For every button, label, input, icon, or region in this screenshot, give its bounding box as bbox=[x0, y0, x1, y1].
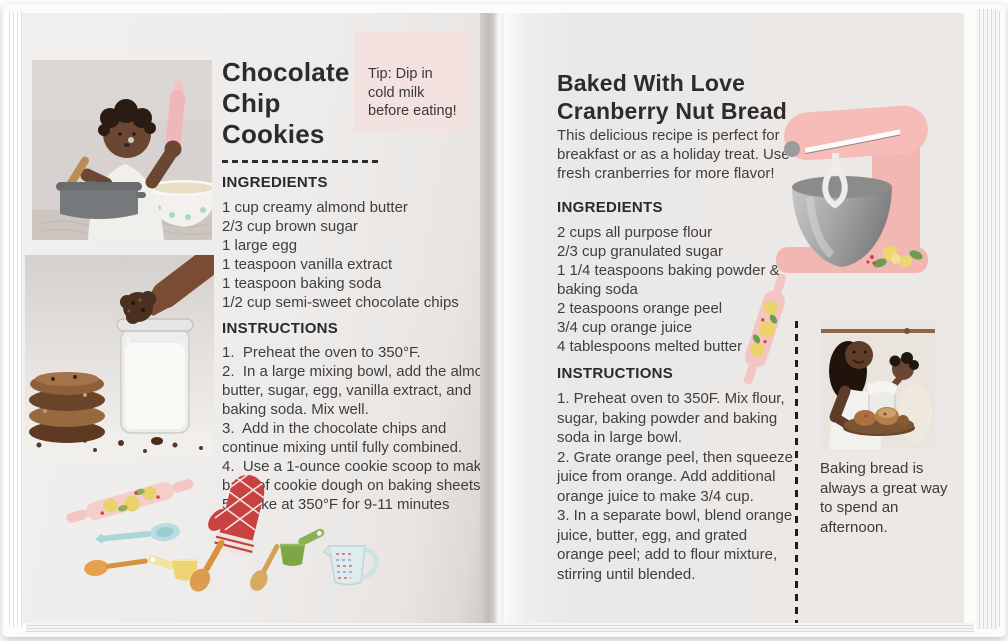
cookie-jar-illustrated-photo bbox=[25, 255, 214, 458]
mother-child-illustrated-photo bbox=[821, 319, 935, 449]
left-page: Chocolate Chip Cookies Tip: Dip in cold … bbox=[22, 13, 500, 623]
dashed-divider-horizontal bbox=[222, 160, 380, 163]
instruction-line: 4. Use a 1-ounce cookie scoop to make ba… bbox=[222, 458, 490, 494]
mother-and-child-baking-photo bbox=[821, 319, 935, 449]
child-mixing-batter-photo bbox=[32, 60, 212, 240]
blue-spoon-icon bbox=[95, 523, 180, 544]
ingredient-line: 1/2 cup semi-sweet chocolate chips bbox=[222, 294, 459, 311]
ingredient-line: 1 large egg bbox=[222, 237, 298, 254]
cookie-milk-jar-photo bbox=[25, 255, 214, 458]
ingredients-heading-left: INGREDIENTS bbox=[222, 174, 328, 191]
tip-box: Tip: Dip in cold milk before eating! bbox=[354, 32, 470, 132]
instruction-line: 1. Preheat the oven to 350°F. bbox=[222, 344, 421, 361]
ingredient-line: 1 teaspoon baking soda bbox=[222, 275, 382, 292]
measuring-pitcher-icon bbox=[322, 545, 379, 586]
yellow-measuring-scoop-icon bbox=[147, 555, 198, 581]
photo-caption: Baking bread is always a great way to sp… bbox=[820, 460, 948, 536]
ingredient-line: 4 tablespoons melted butter bbox=[557, 338, 743, 355]
ingredients-list-left: 1 cup creamy almond butter 2/3 cup brown… bbox=[222, 198, 507, 312]
dashed-divider-vertical bbox=[795, 321, 798, 623]
baking-utensils-illustration bbox=[66, 471, 379, 592]
ingredient-line: 2 cups all purpose flour bbox=[557, 224, 713, 241]
ingredient-line: 2 teaspoons orange peel bbox=[557, 300, 723, 317]
page-stack-bottom-edge bbox=[26, 623, 974, 632]
tip-text: Tip: Dip in cold milk before eating! bbox=[368, 66, 457, 119]
page-stack-left-edge bbox=[6, 11, 23, 627]
wooden-spoon-icon bbox=[189, 539, 225, 592]
tan-spoon-icon bbox=[250, 543, 280, 591]
rolling-pin-icon bbox=[66, 479, 194, 523]
ingredients-list-right: 2 cups all purpose flour 2/3 cup granula… bbox=[557, 223, 793, 356]
rolling-pin-small-illustration bbox=[743, 273, 787, 385]
recipe-title-right: Baked With Love Cranberry Nut Bread bbox=[557, 70, 788, 124]
instruction-line: 1. Preheat oven to 350F. Mix flour, suga… bbox=[557, 390, 789, 446]
ingredient-line: 2/3 cup granulated sugar bbox=[557, 243, 723, 260]
ingredient-line: 1 cup creamy almond butter bbox=[222, 199, 408, 216]
recipe-intro: This delicious recipe is perfect for bre… bbox=[557, 127, 790, 182]
instruction-line: 3. In a separate bowl, blend orange juic… bbox=[557, 507, 793, 583]
child-mixing-illustrated-photo bbox=[32, 60, 212, 240]
page-stack-right-edge bbox=[976, 9, 1000, 629]
instruction-line: 3. Add in the chocolate chips and contin… bbox=[222, 420, 463, 456]
instruction-line: 2. Grate orange peel, then squeeze juice… bbox=[557, 448, 794, 505]
green-measuring-cup-icon bbox=[280, 528, 325, 566]
right-page: Baked With Love Cranberry Nut Bread This… bbox=[504, 13, 964, 623]
open-book: Chocolate Chip Cookies Tip: Dip in cold … bbox=[2, 3, 1006, 637]
ingredient-line: 2/3 cup brown sugar bbox=[222, 218, 358, 235]
book-spine-gutter bbox=[480, 13, 504, 623]
stand-mixer-illustration bbox=[776, 105, 928, 273]
oven-mitt-icon bbox=[204, 471, 268, 557]
instruction-line: 2. In a large mixing bowl, add the almon… bbox=[222, 363, 500, 418]
ingredient-line: 1 teaspoon vanilla extract bbox=[222, 256, 393, 273]
instructions-heading-left: INSTRUCTIONS bbox=[222, 320, 339, 337]
ingredient-line: 1 1/4 teaspoons baking powder & baking s… bbox=[557, 262, 780, 298]
orange-spoon-icon bbox=[84, 558, 148, 577]
ingredient-line: 3/4 cup orange juice bbox=[557, 319, 693, 336]
recipe-title-left: Chocolate Chip Cookies bbox=[222, 57, 350, 149]
instructions-list-right: 1. Preheat oven to 350F. Mix flour, suga… bbox=[557, 389, 794, 584]
instructions-heading-right: INSTRUCTIONS bbox=[557, 365, 674, 382]
ingredients-heading-right: INGREDIENTS bbox=[557, 199, 663, 216]
